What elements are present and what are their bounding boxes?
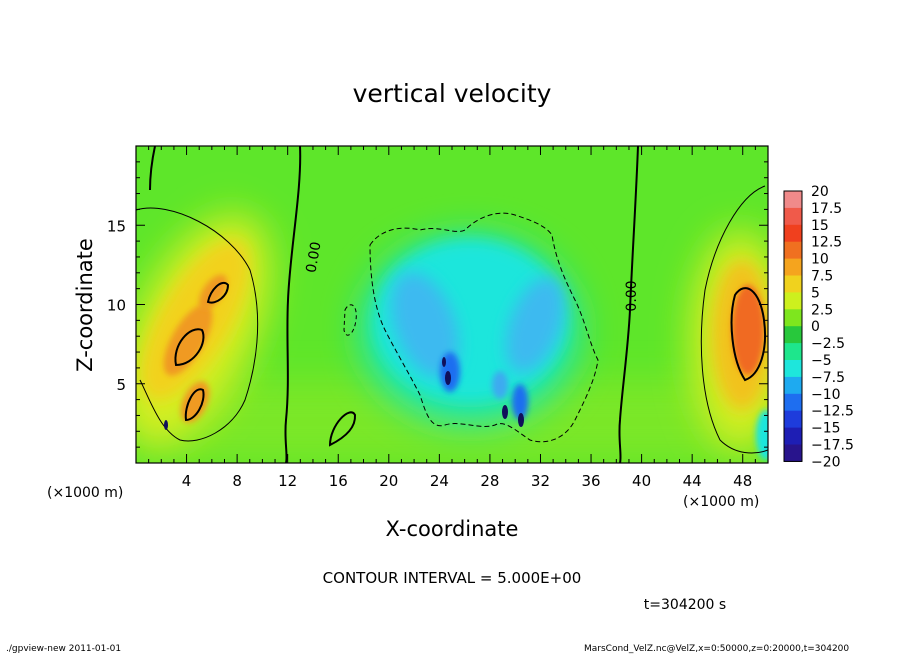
colorbar-frame — [783, 190, 803, 462]
colorbar-label: 0 — [811, 319, 820, 335]
colorbar-label: 7.5 — [811, 269, 833, 285]
negative-contour — [369, 212, 599, 443]
colorbar-swatch — [784, 191, 802, 209]
x-tick-label: 48 — [733, 472, 752, 490]
y-tick-label: 15 — [107, 217, 126, 235]
contour-label-left: 0.00 — [303, 241, 324, 274]
x-tick-label: 12 — [278, 472, 297, 490]
colorbar-label: −7.5 — [811, 370, 845, 386]
footer-left: ./gpview-new 2011-01-01 — [6, 644, 121, 654]
y-tick-label: 10 — [107, 297, 126, 315]
x-tick-label: 16 — [329, 472, 348, 490]
x-tick-label: 4 — [182, 472, 192, 490]
colorbar-label: 15 — [811, 218, 829, 234]
colorbar-swatch — [784, 427, 802, 445]
chart-title: vertical velocity — [353, 79, 552, 108]
colorbar-swatch — [784, 393, 802, 412]
y-axis-label: Z-coordinate — [73, 238, 97, 372]
plot-field — [136, 146, 768, 463]
footer-right: MarsCond_VelZ.nc@VelZ,x=0:50000,z=0:2000… — [584, 644, 849, 654]
colorbar-label: 17.5 — [811, 201, 842, 217]
colorbar-label: −2.5 — [811, 336, 845, 352]
x-tick-label: 36 — [581, 472, 600, 490]
colorbar-swatch — [784, 292, 802, 310]
colorbar-swatch — [784, 376, 802, 395]
colorbar-swatch — [784, 410, 802, 429]
x-tick-label: 44 — [683, 472, 702, 490]
x-tick-label: 8 — [232, 472, 242, 490]
colorbar-label: −17.5 — [811, 438, 854, 454]
y-tick-label: 5 — [116, 376, 126, 394]
colorbar-label: 12.5 — [811, 235, 842, 251]
x-unit-right: (×1000 m) — [683, 494, 759, 510]
time-label: t=304200 s — [644, 597, 726, 613]
colorbar-swatch — [784, 224, 802, 243]
x-tick-label: 24 — [430, 472, 449, 490]
colorbar-label: 5 — [811, 285, 820, 301]
colorbar-swatch — [784, 309, 802, 327]
colorbar-label: 10 — [811, 252, 829, 268]
colorbar-label: −12.5 — [811, 404, 854, 420]
zero-contour-left — [284, 146, 302, 463]
colorbar-swatch — [784, 343, 802, 361]
zero-contour-right — [618, 146, 639, 463]
colorbar-swatch — [784, 444, 802, 462]
colorbar: 2017.51512.5107.552.50−2.5−5−7.5−10−12.5… — [783, 184, 854, 470]
contour-label-right: 0.00 — [624, 280, 640, 311]
x-tick-label: 28 — [480, 472, 499, 490]
colorbar-swatch — [784, 241, 802, 260]
x-tick-label: 32 — [531, 472, 550, 490]
y-axis: 5 10 15 — [107, 161, 768, 448]
colorbar-swatch — [784, 326, 802, 344]
colorbar-label: 20 — [811, 184, 829, 200]
colorbar-label: −15 — [811, 421, 841, 437]
colorbar-swatch — [784, 258, 802, 276]
colorbar-swatch — [784, 360, 802, 378]
contour-interval: CONTOUR INTERVAL = 5.000E+00 — [323, 569, 582, 587]
colorbar-swatch — [784, 207, 802, 226]
x-axis: 4 8 12 16 20 24 28 32 36 40 44 48 — [148, 146, 756, 490]
colorbar-label: −5 — [811, 353, 832, 369]
colorbar-label: −20 — [811, 454, 841, 470]
colorbar-label: 2.5 — [811, 302, 833, 318]
x-unit-left: (×1000 m) — [47, 485, 123, 501]
colorbar-swatch — [784, 275, 802, 293]
colorbar-label: −10 — [811, 387, 841, 403]
x-axis-label: X-coordinate — [386, 517, 519, 541]
x-tick-label: 40 — [632, 472, 651, 490]
x-tick-label: 20 — [379, 472, 398, 490]
